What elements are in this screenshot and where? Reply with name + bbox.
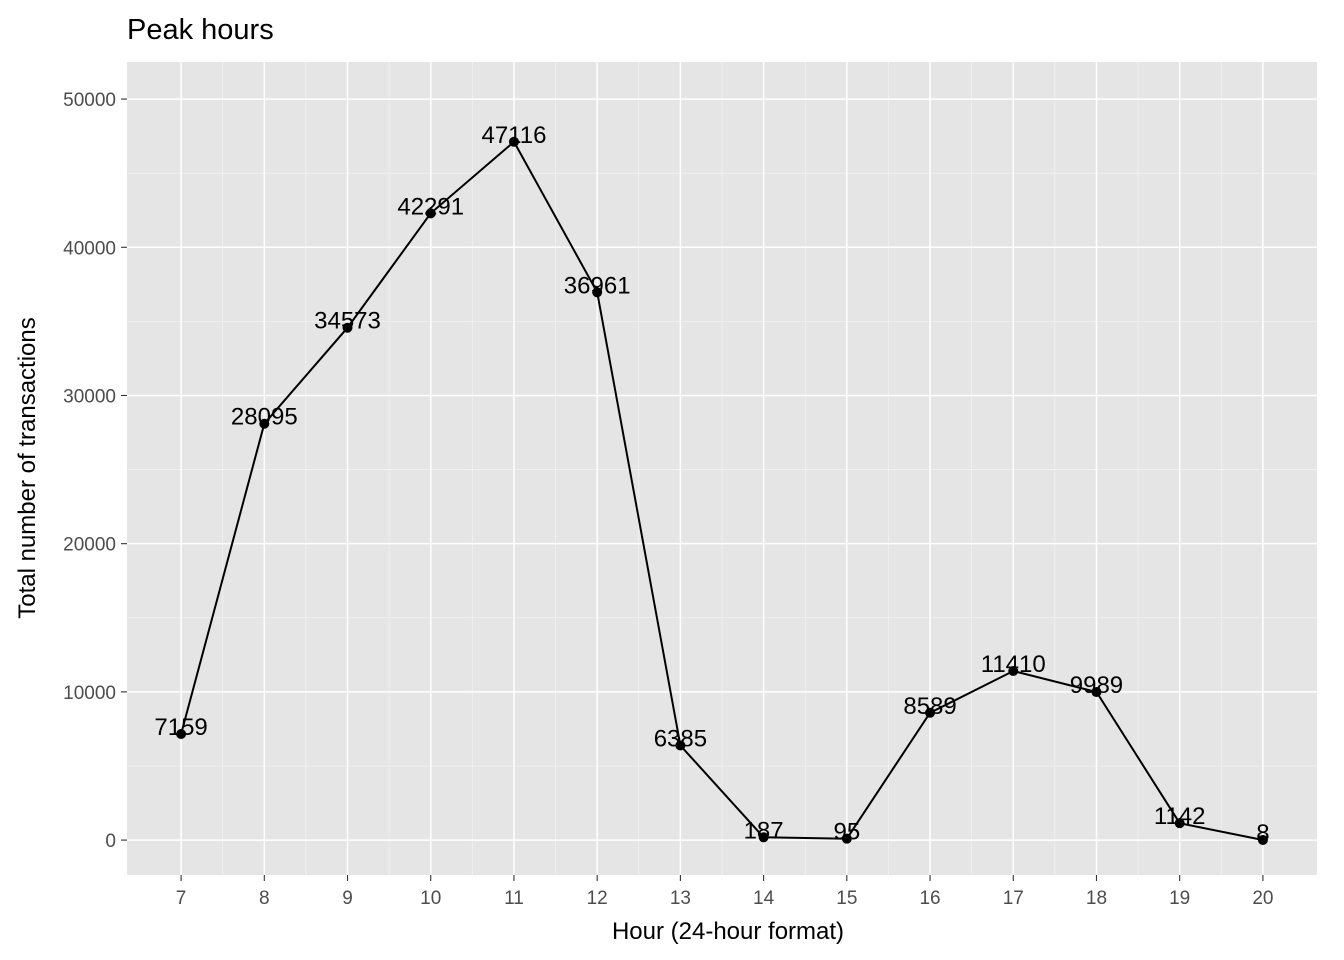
- data-point: [675, 740, 686, 751]
- data-label: 95: [833, 819, 860, 846]
- data-label: 28095: [231, 404, 298, 431]
- data-point: [758, 832, 769, 843]
- x-tick-label: 19: [1169, 888, 1190, 909]
- chart-title: Peak hours: [127, 14, 274, 46]
- x-tick-label: 13: [670, 888, 691, 909]
- data-point: [925, 707, 936, 718]
- x-tick-label: 8: [259, 888, 270, 909]
- data-label: 11410: [981, 651, 1046, 678]
- data-point: [342, 322, 353, 333]
- major-gridlines: [127, 62, 1317, 875]
- y-tick-label: 20000: [63, 535, 116, 556]
- data-label: 47116: [481, 122, 546, 149]
- x-tick-label: 11: [504, 888, 524, 909]
- y-tick-label: 30000: [63, 386, 116, 407]
- x-tick-label: 9: [342, 888, 353, 909]
- y-axis: 0 10000 20000 30000 40000 50000: [63, 90, 127, 852]
- data-label: 1142: [1154, 803, 1206, 830]
- x-axis-title: Hour (24-hour format): [612, 918, 844, 945]
- data-labels: 7159 28095 34573 42291 47116 36961 6385 187 95 85…: [154, 122, 1269, 847]
- data-point: [176, 728, 187, 739]
- x-tick-label: 15: [836, 888, 857, 909]
- x-tick-label: 10: [420, 888, 441, 909]
- data-points: [176, 136, 1268, 845]
- data-point: [1008, 665, 1019, 676]
- data-point: [841, 833, 852, 844]
- data-label: 36961: [564, 272, 631, 299]
- data-point: [508, 136, 519, 147]
- data-label: 9989: [1070, 672, 1123, 699]
- y-tick-label: 40000: [63, 238, 116, 259]
- data-point: [425, 208, 436, 219]
- data-label: 34573: [314, 308, 381, 335]
- data-point: [1174, 818, 1185, 829]
- data-point: [259, 418, 270, 429]
- data-label: 42291: [397, 193, 464, 220]
- x-tick-label: 12: [587, 888, 608, 909]
- data-label: 8: [1256, 820, 1269, 847]
- data-point: [1091, 687, 1102, 698]
- x-axis: 7 8 9 10 11 12 13 14 15 16 17 18 19 20: [176, 875, 1273, 909]
- x-tick-label: 20: [1252, 888, 1273, 909]
- x-tick-label: 16: [919, 888, 940, 909]
- series-line: [180, 140, 1264, 841]
- x-tick-label: 17: [1003, 888, 1024, 909]
- data-label: 7159: [154, 714, 207, 741]
- x-tick-label: 18: [1086, 888, 1107, 909]
- x-tick-label: 7: [176, 888, 187, 909]
- y-tick-label: 50000: [63, 90, 116, 111]
- data-point: [592, 287, 603, 298]
- minor-gridlines: [127, 62, 1317, 875]
- y-axis-title: Total number of transactions: [14, 317, 41, 619]
- data-point: [1257, 834, 1268, 845]
- x-tick-label: 14: [753, 888, 775, 909]
- data-label: 8589: [903, 693, 956, 720]
- data-label: 187: [744, 817, 784, 844]
- data-label: 6385: [654, 725, 707, 752]
- y-tick-label: 10000: [63, 683, 116, 704]
- y-tick-label: 0: [105, 831, 116, 852]
